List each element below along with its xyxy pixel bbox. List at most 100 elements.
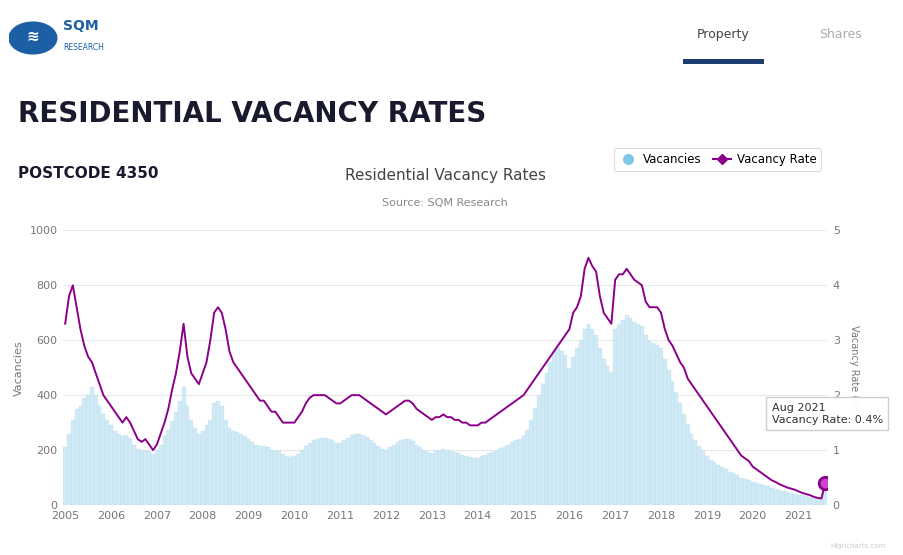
Bar xyxy=(727,472,731,505)
Bar xyxy=(163,436,166,505)
Bar xyxy=(815,498,819,505)
Text: Shares: Shares xyxy=(818,28,861,41)
Bar xyxy=(731,473,735,505)
Bar xyxy=(105,420,109,505)
Bar xyxy=(712,462,715,505)
Bar xyxy=(609,372,612,505)
Bar xyxy=(410,441,414,505)
Bar xyxy=(468,457,471,505)
Bar xyxy=(238,433,243,505)
Bar xyxy=(372,443,376,505)
Bar xyxy=(509,442,514,505)
Bar xyxy=(605,366,609,505)
Bar xyxy=(785,492,788,505)
Bar xyxy=(243,436,247,505)
Bar xyxy=(303,446,307,505)
Bar xyxy=(651,343,655,505)
Bar xyxy=(693,441,696,505)
Bar xyxy=(799,496,804,505)
Bar xyxy=(376,446,380,505)
Bar xyxy=(662,360,666,505)
Bar xyxy=(63,447,67,505)
Bar xyxy=(219,406,223,505)
Bar xyxy=(327,439,330,505)
Bar xyxy=(704,456,708,505)
Bar xyxy=(288,457,293,505)
Bar xyxy=(506,445,509,505)
Bar xyxy=(178,401,182,505)
Bar xyxy=(144,450,147,505)
Bar xyxy=(574,349,578,505)
Bar xyxy=(804,496,807,505)
Bar xyxy=(456,453,460,505)
Bar xyxy=(384,450,387,505)
Bar xyxy=(761,485,765,505)
Y-axis label: Vacancy Rate (%): Vacancy Rate (%) xyxy=(848,325,859,411)
Bar xyxy=(620,320,624,505)
Bar xyxy=(357,433,361,505)
Bar xyxy=(116,433,120,505)
Bar xyxy=(125,435,128,505)
Bar xyxy=(265,447,269,505)
Bar xyxy=(296,454,300,505)
Bar xyxy=(804,496,807,505)
Bar xyxy=(773,489,777,505)
Bar xyxy=(368,441,372,505)
Bar xyxy=(346,438,349,505)
Bar xyxy=(197,433,200,505)
Bar xyxy=(586,324,590,505)
Bar xyxy=(739,477,742,505)
Bar xyxy=(658,349,662,505)
Bar xyxy=(189,420,193,505)
Bar xyxy=(788,493,792,505)
Bar xyxy=(163,436,166,505)
Bar xyxy=(715,465,720,505)
Bar xyxy=(540,384,544,505)
Bar xyxy=(231,431,235,505)
Bar xyxy=(372,443,376,505)
Bar xyxy=(788,493,792,505)
Bar xyxy=(79,406,82,505)
Bar xyxy=(761,485,765,505)
Bar xyxy=(639,326,643,505)
Bar xyxy=(430,453,433,505)
Bar xyxy=(677,403,681,505)
Bar xyxy=(528,420,533,505)
Bar xyxy=(159,445,163,505)
Bar xyxy=(105,420,109,505)
Text: RESIDENTIAL VACANCY RATES: RESIDENTIAL VACANCY RATES xyxy=(18,100,486,128)
Bar xyxy=(578,340,582,505)
Bar xyxy=(670,381,674,505)
Bar xyxy=(563,355,567,505)
Bar xyxy=(666,370,670,505)
Bar xyxy=(811,498,815,505)
Bar xyxy=(715,465,720,505)
Bar xyxy=(223,420,228,505)
Bar xyxy=(250,442,254,505)
Bar xyxy=(235,432,238,505)
Bar xyxy=(559,351,563,505)
Bar xyxy=(471,458,475,505)
Bar xyxy=(666,370,670,505)
Bar xyxy=(254,445,257,505)
Bar xyxy=(552,351,555,505)
Bar xyxy=(380,449,384,505)
Bar xyxy=(166,430,170,505)
Bar xyxy=(437,450,441,505)
Legend: Vacancies, Vacancy Rate: Vacancies, Vacancy Rate xyxy=(614,148,820,171)
Bar xyxy=(90,387,94,505)
Bar xyxy=(349,435,353,505)
Bar xyxy=(544,373,548,505)
Bar xyxy=(799,496,804,505)
Text: Highcharts.com: Highcharts.com xyxy=(830,543,885,549)
Text: Source: SQM Research: Source: SQM Research xyxy=(382,198,507,208)
Bar xyxy=(293,456,296,505)
Bar xyxy=(521,436,525,505)
Bar xyxy=(735,476,739,505)
Bar xyxy=(257,446,262,505)
Bar xyxy=(487,453,490,505)
Bar xyxy=(113,431,116,505)
Bar xyxy=(147,451,151,505)
Bar xyxy=(796,495,799,505)
Text: Residential Vacancy Rates: Residential Vacancy Rates xyxy=(344,168,545,183)
